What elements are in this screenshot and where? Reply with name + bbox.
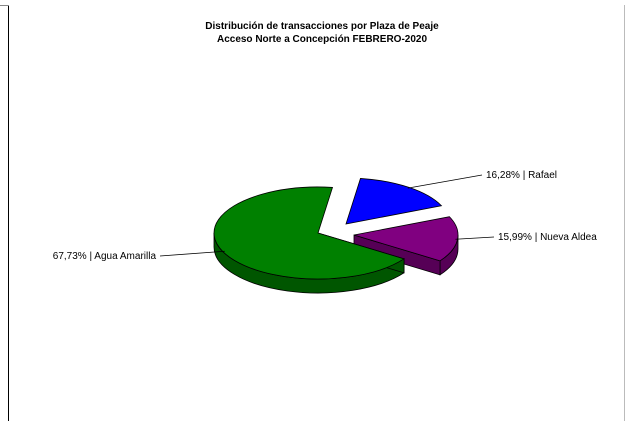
slice-label-agua-amarilla: 67,73% | Agua Amarilla: [53, 251, 157, 262]
slice-label-nueva-aldea: 15,99% | Nueva Aldea: [498, 232, 597, 243]
leader-line-rafael: [407, 174, 483, 189]
pie-label-layer: 16,28% | Rafael 15,99% | Nueva Aldea 67,73…: [53, 170, 597, 262]
leader-line-nueva-aldea: [455, 236, 495, 240]
slice-label-rafael: 16,28% | Rafael: [486, 170, 557, 181]
pie-slice-rafael: [345, 178, 443, 225]
chart-subtitle: Acceso Norte a Concepción FEBRERO-2020: [217, 34, 427, 45]
leader-line-agua-amarilla: [159, 250, 225, 257]
chart-title: Distribución de transacciones por Plaza …: [205, 21, 439, 32]
